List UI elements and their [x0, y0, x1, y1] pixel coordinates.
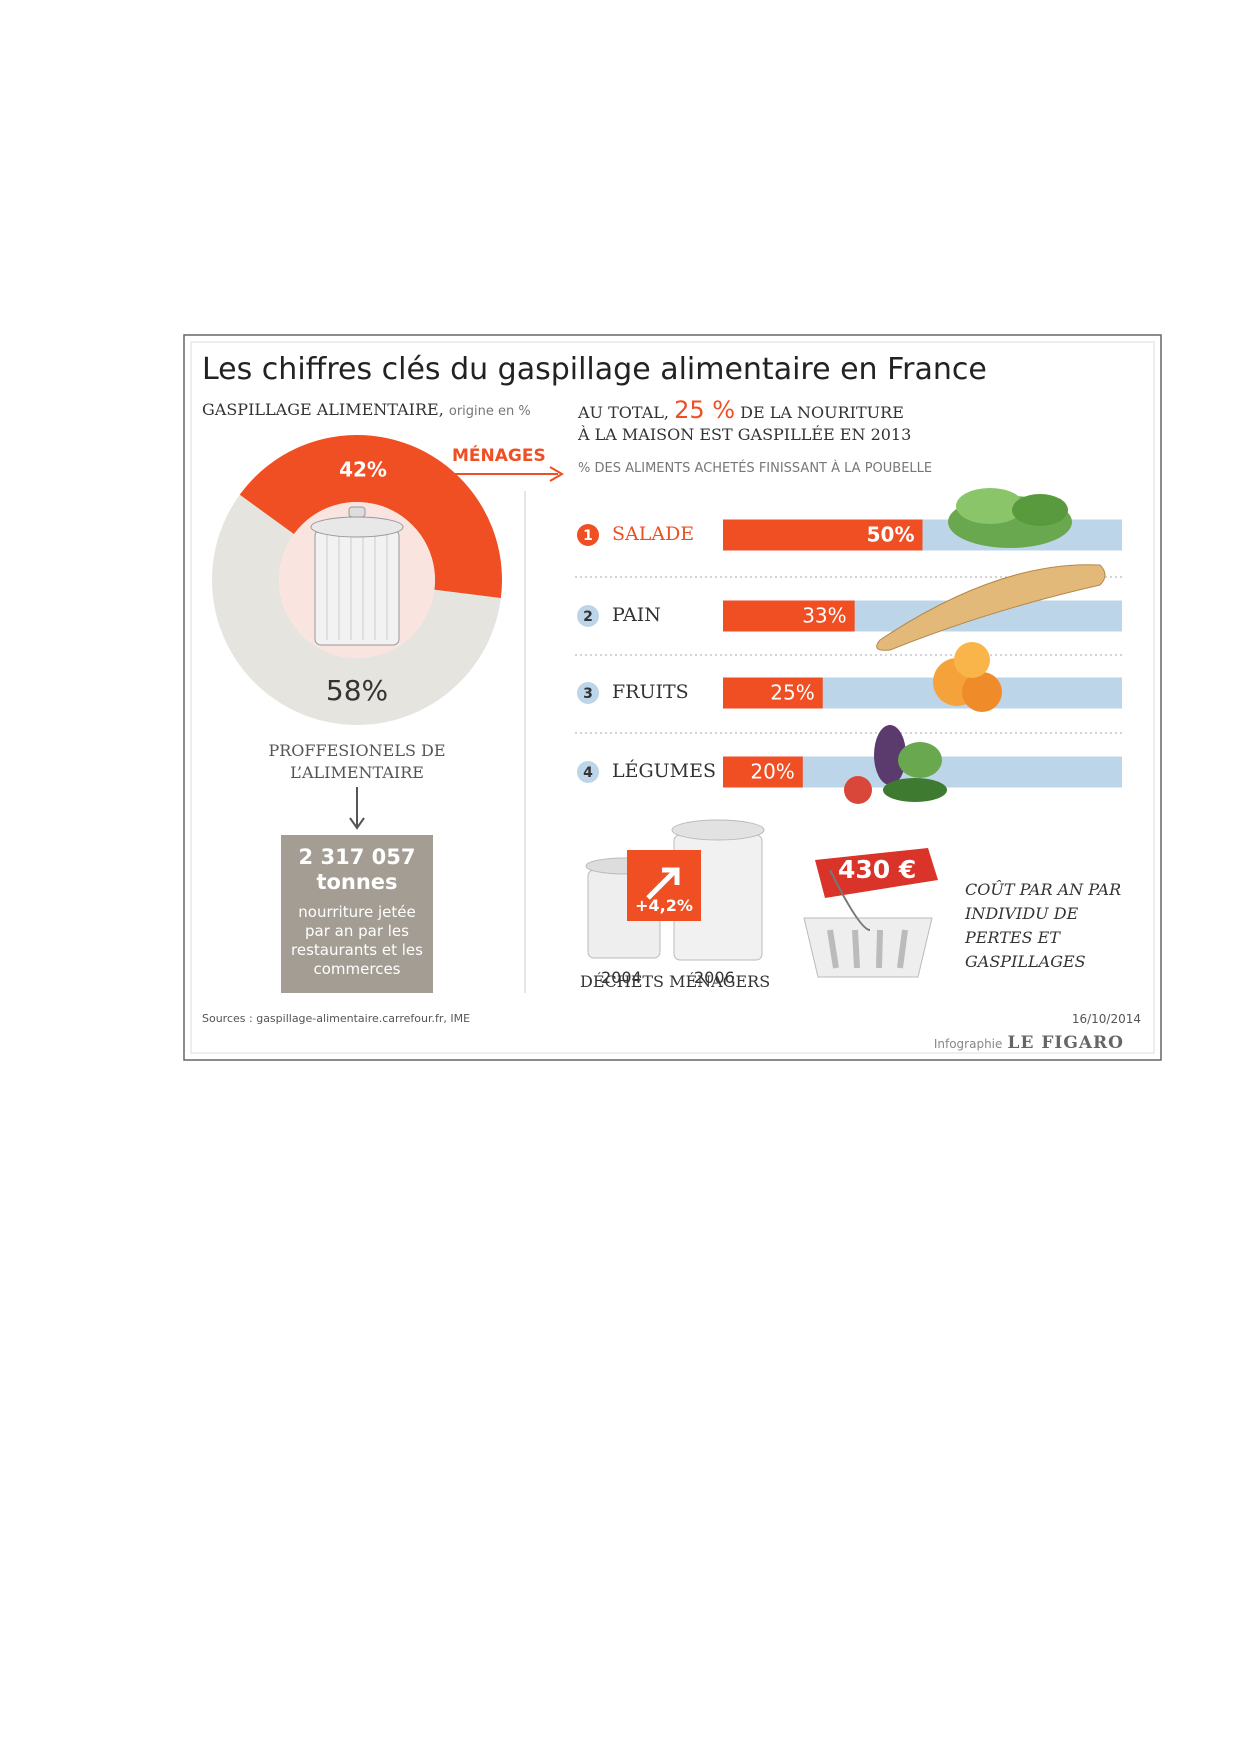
vegetable-icon [844, 725, 947, 804]
tonnage-box [281, 835, 433, 993]
category-label: FRUITS [612, 681, 689, 703]
tonnage-text: nourriture jetée par an par les restaura… [291, 903, 423, 978]
bar [723, 519, 923, 551]
category-label: LÉGUMES [612, 760, 717, 782]
fruit-icon [933, 642, 1002, 712]
credit-text: Infographie [933, 1037, 1003, 1051]
pie-title-text: GASPILLAGE ALIMENTAIRE, [202, 400, 444, 419]
rank: 3 [583, 686, 593, 702]
arrow-head [549, 466, 564, 482]
headline-rest: DE LA NOURITURE [740, 403, 904, 422]
category-label: PAIN [612, 604, 661, 626]
value-label: 20% [750, 760, 794, 784]
pie-category: PROFFESIONELS DE L’ALIMENTAIRE [268, 741, 446, 782]
bar [723, 756, 803, 788]
rank: 1 [583, 528, 593, 544]
tonnage-amount: 2 317 057 [298, 845, 416, 869]
year-label: 2006 [694, 968, 735, 987]
pie-title: GASPILLAGE ALIMENTAIRE, origine en % [202, 400, 531, 419]
cost-text: COÛT PAR AN PAR INDIVIDU DE PERTES ET GA… [965, 880, 1122, 971]
rank-badge [577, 761, 599, 783]
date: 16/10/2014 [1071, 1012, 1141, 1026]
year-label: 2004 [601, 968, 642, 987]
donut-segment [211, 494, 501, 725]
headline-line2: À LA MAISON EST GASPILLÉE EN 2013 [578, 425, 912, 444]
bar [723, 677, 823, 709]
arrow-head [349, 817, 365, 830]
pie-category: MÉNAGES [452, 446, 546, 466]
value-label: 42% [339, 458, 387, 482]
change-label: +4,2% [635, 896, 693, 915]
category-label: SALADE [612, 523, 695, 545]
sources: Sources : gaspillage-alimentaire.carrefo… [202, 1012, 471, 1025]
rank: 4 [583, 765, 593, 781]
value-label: 58% [326, 674, 388, 707]
inner-frame [190, 341, 1155, 1054]
headline-highlight: 25 % [674, 396, 736, 424]
headline: AU TOTAL, 25 % DE LA NOURITURE [578, 396, 904, 424]
publisher: LE FIGARO [1007, 1033, 1124, 1053]
tonnage-unit: tonnes [316, 870, 398, 894]
cost-amount: 430 € [838, 855, 917, 884]
bread-icon [876, 564, 1106, 651]
waste-label: DÉCHETS MÉNAGERS [580, 972, 771, 991]
value-label: 33% [802, 604, 846, 628]
credit: Infographie LE FIGARO [900, 1033, 1124, 1053]
headline-lead: AU TOTAL, [578, 403, 669, 422]
bar [723, 600, 855, 632]
donut-segment [239, 435, 502, 599]
basket-icon [803, 848, 938, 978]
title: Les chiffres clés du gaspillage alimenta… [202, 352, 987, 387]
rank-badge [577, 524, 599, 546]
pie-subtitle: origine en % [448, 404, 531, 419]
bin-icon [585, 819, 765, 961]
value-label: 25% [770, 681, 814, 705]
rank: 2 [583, 609, 593, 625]
value-label: 50% [867, 523, 915, 547]
bar-title: % DES ALIMENTS ACHETÉS FINISSANT À LA PO… [578, 461, 933, 476]
rank-badge [577, 605, 599, 627]
rank-badge [577, 682, 599, 704]
salad-icon [948, 488, 1072, 548]
trash-can-icon [310, 506, 404, 646]
